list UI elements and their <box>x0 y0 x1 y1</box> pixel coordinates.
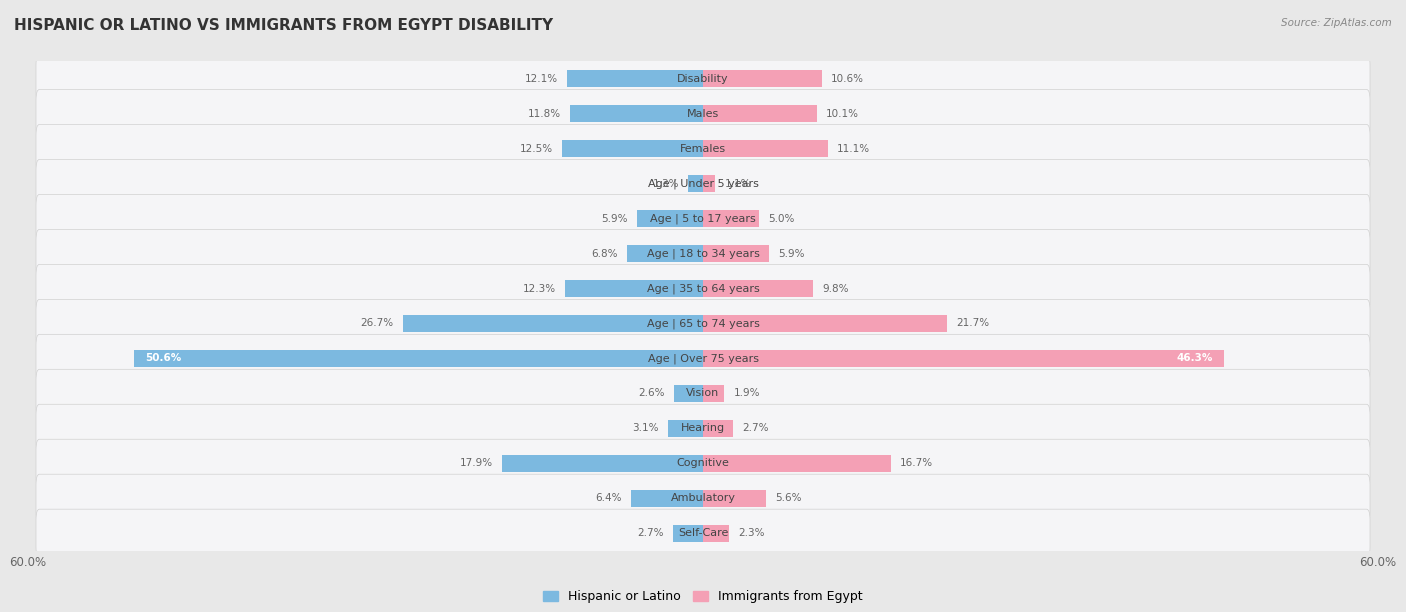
Bar <box>703 245 769 263</box>
FancyBboxPatch shape <box>37 334 1369 382</box>
FancyBboxPatch shape <box>37 405 1369 452</box>
Bar <box>571 105 703 122</box>
Text: 12.5%: 12.5% <box>520 144 554 154</box>
FancyBboxPatch shape <box>37 369 1369 417</box>
FancyBboxPatch shape <box>37 195 1369 243</box>
Text: 50.6%: 50.6% <box>145 354 181 364</box>
Text: 11.1%: 11.1% <box>837 144 870 154</box>
Bar <box>703 210 759 227</box>
Text: Age | 35 to 64 years: Age | 35 to 64 years <box>647 283 759 294</box>
Bar <box>703 385 724 402</box>
Bar <box>567 70 703 88</box>
Text: Cognitive: Cognitive <box>676 458 730 468</box>
Text: 12.1%: 12.1% <box>524 73 558 84</box>
Text: 17.9%: 17.9% <box>460 458 492 468</box>
Text: 12.3%: 12.3% <box>523 283 555 294</box>
Text: Age | Over 75 years: Age | Over 75 years <box>648 353 758 364</box>
Text: 11.8%: 11.8% <box>529 109 561 119</box>
Bar <box>673 385 703 402</box>
Text: Source: ZipAtlas.com: Source: ZipAtlas.com <box>1281 18 1392 28</box>
Text: 21.7%: 21.7% <box>956 318 990 329</box>
Bar <box>631 490 703 507</box>
Text: 26.7%: 26.7% <box>360 318 394 329</box>
Text: 2.3%: 2.3% <box>738 528 765 539</box>
FancyBboxPatch shape <box>37 509 1369 558</box>
Text: Disability: Disability <box>678 73 728 84</box>
Text: 6.8%: 6.8% <box>591 248 617 258</box>
Text: 2.7%: 2.7% <box>637 528 664 539</box>
Text: Age | Under 5 years: Age | Under 5 years <box>648 178 758 189</box>
Text: HISPANIC OR LATINO VS IMMIGRANTS FROM EGYPT DISABILITY: HISPANIC OR LATINO VS IMMIGRANTS FROM EG… <box>14 18 553 34</box>
FancyBboxPatch shape <box>37 264 1369 313</box>
Text: 2.6%: 2.6% <box>638 389 665 398</box>
Bar <box>562 140 703 157</box>
Bar <box>703 105 817 122</box>
Text: 10.6%: 10.6% <box>831 73 865 84</box>
Text: 1.9%: 1.9% <box>734 389 759 398</box>
Text: Self-Care: Self-Care <box>678 528 728 539</box>
Legend: Hispanic or Latino, Immigrants from Egypt: Hispanic or Latino, Immigrants from Egyp… <box>538 585 868 608</box>
Bar <box>703 175 716 192</box>
Bar <box>402 315 703 332</box>
Text: Age | 65 to 74 years: Age | 65 to 74 years <box>647 318 759 329</box>
Bar <box>689 175 703 192</box>
Bar <box>637 210 703 227</box>
Bar <box>703 280 813 297</box>
FancyBboxPatch shape <box>37 230 1369 278</box>
Bar <box>672 524 703 542</box>
Bar <box>703 140 828 157</box>
FancyBboxPatch shape <box>37 89 1369 138</box>
Text: 6.4%: 6.4% <box>596 493 621 503</box>
Text: 5.6%: 5.6% <box>775 493 801 503</box>
Bar <box>668 420 703 437</box>
Text: Ambulatory: Ambulatory <box>671 493 735 503</box>
Bar <box>565 280 703 297</box>
FancyBboxPatch shape <box>37 160 1369 207</box>
Text: Males: Males <box>688 109 718 119</box>
Bar <box>502 455 703 472</box>
Bar <box>703 349 1223 367</box>
Text: Age | 5 to 17 years: Age | 5 to 17 years <box>650 214 756 224</box>
Text: Hearing: Hearing <box>681 424 725 433</box>
Bar <box>703 315 948 332</box>
Text: 2.7%: 2.7% <box>742 424 769 433</box>
Text: 10.1%: 10.1% <box>825 109 859 119</box>
FancyBboxPatch shape <box>37 299 1369 348</box>
Text: Age | 18 to 34 years: Age | 18 to 34 years <box>647 248 759 259</box>
Bar <box>703 455 891 472</box>
Text: 1.3%: 1.3% <box>652 179 679 188</box>
Text: 3.1%: 3.1% <box>633 424 659 433</box>
Bar <box>134 349 703 367</box>
Text: Females: Females <box>681 144 725 154</box>
Bar <box>703 490 766 507</box>
FancyBboxPatch shape <box>37 54 1369 103</box>
Bar <box>627 245 703 263</box>
Text: 5.9%: 5.9% <box>779 248 804 258</box>
Text: 16.7%: 16.7% <box>900 458 934 468</box>
Text: 5.0%: 5.0% <box>768 214 794 223</box>
Text: 1.1%: 1.1% <box>724 179 751 188</box>
FancyBboxPatch shape <box>37 439 1369 488</box>
Bar <box>703 70 823 88</box>
Text: 5.9%: 5.9% <box>602 214 627 223</box>
Text: Vision: Vision <box>686 389 720 398</box>
FancyBboxPatch shape <box>37 474 1369 523</box>
Text: 9.8%: 9.8% <box>823 283 849 294</box>
Text: 46.3%: 46.3% <box>1177 354 1212 364</box>
Bar <box>703 420 734 437</box>
Bar <box>703 524 728 542</box>
FancyBboxPatch shape <box>37 124 1369 173</box>
